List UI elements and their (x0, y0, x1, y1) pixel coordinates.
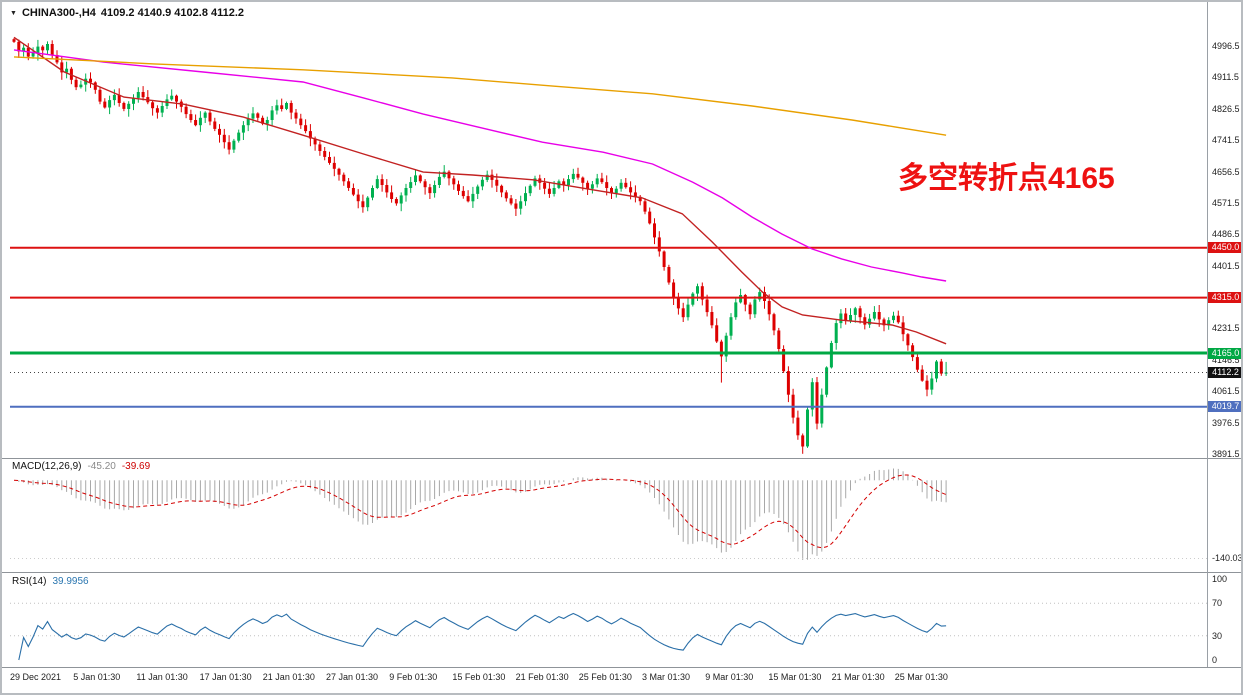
macd-axis-label: -140.03 (1212, 553, 1243, 563)
time-tick-label: 15 Mar 01:30 (768, 672, 822, 682)
macd-histogram (18, 468, 947, 560)
price-tick-label: 4231.5 (1212, 323, 1240, 334)
price-tick-label: 4571.5 (1212, 197, 1240, 208)
macd-value-main: -45.20 (87, 461, 116, 472)
ma-fast-line (13, 36, 947, 345)
price-tick-label: 4061.5 (1212, 386, 1240, 397)
rsi-tick-label: 0 (1212, 655, 1218, 665)
time-tick-label: 17 Jan 01:30 (199, 672, 252, 682)
time-tick-label: 21 Jan 01:30 (262, 672, 315, 682)
macd-value-signal: -39.69 (121, 461, 151, 472)
symbol-dropdown-icon[interactable]: ▼ (10, 9, 17, 17)
rsi-line (18, 612, 947, 661)
time-tick-label: 5 Jan 01:30 (73, 672, 121, 682)
price-level-badge: 4315.0 (1208, 292, 1241, 304)
time-tick-label: 11 Jan 01:30 (136, 672, 188, 682)
time-tick-label: 21 Feb 01:30 (515, 672, 569, 682)
rsi-title: RSI(14) (12, 576, 47, 587)
macd-label: MACD(12,26,9) -45.20 -39.69 (12, 461, 150, 472)
price-level-badge: 4165.0 (1208, 347, 1241, 359)
price-tick-label: 4401.5 (1212, 260, 1240, 271)
price-tick-label: 4911.5 (1212, 72, 1239, 83)
ohlc-values: 4109.2 4140.9 4102.8 4112.2 (100, 7, 245, 19)
rsi-value: 39.9956 (52, 576, 89, 587)
time-tick-label: 9 Mar 01:30 (705, 672, 754, 682)
time-tick-label: 25 Mar 01:30 (894, 672, 948, 682)
macd-signal-line (13, 474, 947, 549)
price-tick-label: 3976.5 (1212, 417, 1240, 428)
ma-mid-line (13, 49, 947, 282)
price-tick-label: 4741.5 (1212, 135, 1240, 146)
time-tick-label: 9 Feb 01:30 (389, 672, 438, 682)
current-price-badge: 4112.2 (1208, 367, 1241, 378)
price-tick-label: 3891.5 (1212, 448, 1240, 459)
price-tick-label: 4826.5 (1212, 103, 1240, 114)
rsi-tick-label: 30 (1212, 630, 1223, 641)
macd-title: MACD(12,26,9) (12, 461, 82, 472)
rsi-label: RSI(14) 39.9956 (12, 576, 89, 587)
time-tick-label: 21 Mar 01:30 (831, 672, 885, 682)
symbol-timeframe-label: CHINA300-,H4 (21, 7, 96, 19)
chart-header: ▼ CHINA300-,H4 4109.2 4140.9 4102.8 4112… (10, 7, 244, 19)
time-tick-label: 25 Feb 01:30 (578, 672, 632, 682)
time-tick-label: 3 Mar 01:30 (642, 672, 691, 682)
ma-slow-line (13, 56, 947, 136)
time-tick-label: 29 Dec 2021 (10, 672, 62, 682)
annotation-text[interactable]: 多空转折点4165 (898, 162, 1115, 195)
price-level-badge: 4450.0 (1208, 242, 1241, 254)
price-tick-label: 4486.5 (1212, 229, 1240, 240)
price-tick-label: 4996.5 (1212, 41, 1240, 51)
price-tick-label: 4656.5 (1212, 166, 1240, 177)
rsi-tick-label: 70 (1212, 598, 1223, 609)
rsi-tick-label: 100 (1212, 574, 1228, 584)
price-tick-label: 4146.5 (1212, 354, 1240, 365)
time-tick-label: 27 Jan 01:30 (326, 672, 379, 682)
price-level-badge: 4019.7 (1208, 401, 1241, 413)
time-tick-label: 15 Feb 01:30 (452, 672, 506, 682)
